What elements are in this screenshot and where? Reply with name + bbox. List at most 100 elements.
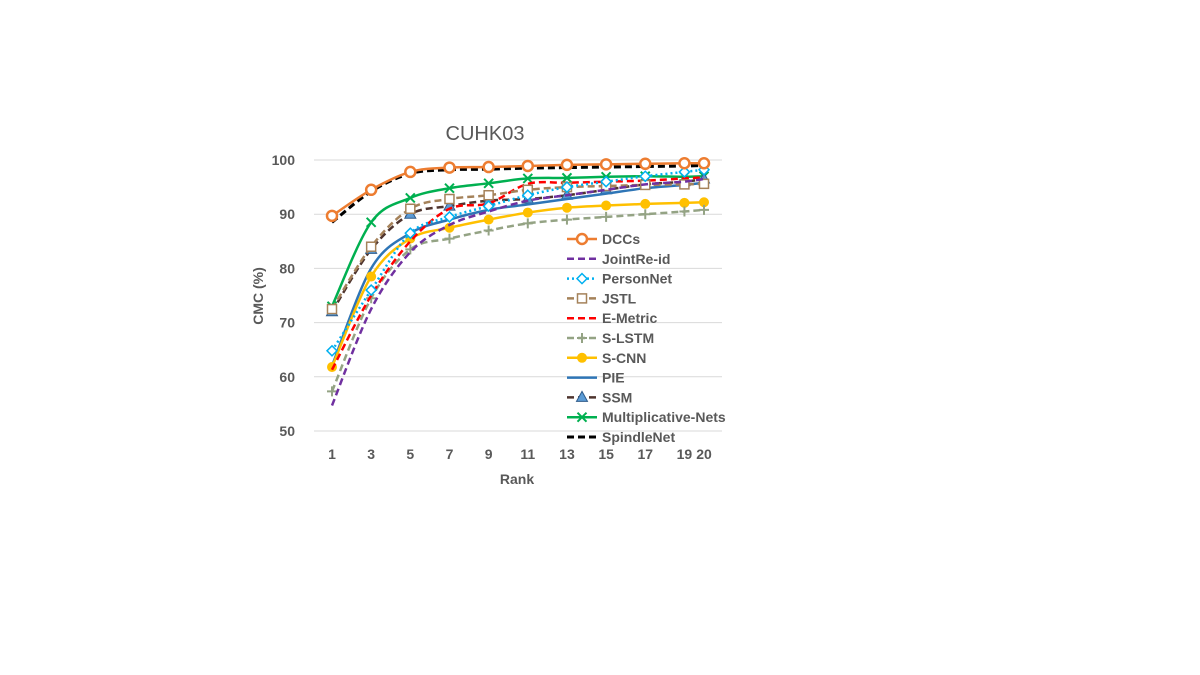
y-tick-label: 70 [279, 315, 295, 331]
legend-item-s-lstm: S-LSTM [567, 330, 654, 346]
series-line-e-metric [330, 176, 705, 371]
y-tick-label: 90 [279, 206, 295, 222]
data-point-dccs [678, 157, 691, 170]
x-tick-label: 13 [559, 446, 575, 462]
legend-marker [575, 232, 589, 246]
data-point-dccs [521, 159, 535, 173]
data-point-dccs [697, 157, 711, 170]
y-tick-label: 100 [272, 152, 296, 168]
data-point-multiplicative-nets [444, 182, 455, 194]
legend-label: SSM [602, 389, 632, 405]
legend-item-spindlenet: SpindleNet [567, 429, 675, 445]
data-point-personnet [560, 181, 574, 194]
legend-label: PIE [602, 370, 625, 386]
data-point-dccs [560, 158, 574, 172]
data-point-personnet [600, 175, 613, 188]
legend-label: S-CNN [602, 350, 646, 366]
legend-label: PersonNet [602, 271, 672, 287]
series-personnet [325, 163, 711, 357]
data-point-multiplicative-nets [365, 217, 377, 228]
data-point-jstl [326, 303, 338, 315]
series-s-lstm [327, 204, 709, 397]
data-point-personnet [639, 170, 652, 183]
legend-item-multiplicative-nets: Multiplicative-Nets [567, 409, 726, 425]
data-point-s-cnn [561, 202, 572, 213]
data-point-s-lstm [601, 211, 612, 222]
legend-label: JointRe-id [602, 251, 670, 267]
legend-item-ssm: SSM [567, 389, 632, 405]
data-point-jstl [698, 178, 710, 190]
legend-marker [577, 352, 587, 363]
legend-label: E-Metric [602, 310, 657, 326]
series-ssm [325, 171, 711, 317]
y-tick-label: 60 [279, 369, 295, 385]
data-point-dccs [443, 161, 456, 174]
x-tick-label: 1 [328, 446, 336, 462]
data-point-dccs [364, 183, 378, 197]
legend-marker [575, 272, 589, 285]
data-point-s-lstm [679, 206, 690, 217]
data-point-multiplicative-nets [405, 192, 416, 204]
x-tick-label: 20 [696, 446, 712, 462]
legend-marker [576, 411, 588, 423]
series-pie [330, 181, 705, 367]
series-lines [325, 157, 711, 406]
data-point-s-lstm [483, 225, 494, 236]
legend-marker [576, 293, 588, 304]
legend-label: Multiplicative-Nets [602, 409, 726, 425]
data-point-s-lstm [640, 209, 651, 220]
data-point-dccs [599, 158, 613, 171]
series-line-s-lstm [330, 208, 705, 392]
legend-label: JSTL [602, 290, 637, 306]
y-tick-label: 50 [279, 423, 295, 439]
legend-item-jstl: JSTL [567, 290, 637, 306]
data-point-s-cnn [601, 200, 612, 211]
data-point-s-lstm [699, 204, 709, 215]
data-point-s-cnn [640, 198, 651, 209]
data-point-multiplicative-nets [561, 172, 573, 184]
legend-item-e-metric: E-Metric [567, 310, 657, 326]
data-point-personnet [482, 200, 495, 213]
data-point-dccs [325, 209, 339, 223]
legend-label: DCCs [602, 231, 640, 247]
x-tick-label: 7 [446, 446, 454, 462]
x-axis-title: Rank [500, 471, 534, 487]
x-tick-label: 19 [677, 446, 693, 462]
data-point-jstl [483, 189, 494, 201]
data-point-jstl [365, 241, 377, 252]
series-line-jointre-id [330, 177, 705, 406]
legend-item-pie: PIE [567, 370, 625, 386]
x-tick-label: 3 [367, 446, 375, 462]
x-tick-label: 15 [598, 446, 614, 462]
data-point-jstl [405, 203, 416, 215]
series-dccs [325, 157, 711, 223]
data-point-s-lstm [561, 214, 572, 225]
series-e-metric [330, 176, 705, 371]
series-jointre-id [330, 177, 705, 406]
data-point-personnet [325, 344, 339, 357]
data-point-s-cnn [366, 271, 377, 282]
data-point-s-cnn [522, 207, 533, 218]
data-point-s-lstm [444, 233, 455, 244]
legend-label: SpindleNet [602, 429, 675, 445]
series-line-pie [330, 181, 705, 367]
legend-marker [577, 333, 587, 343]
data-point-s-cnn [444, 222, 455, 233]
data-point-multiplicative-nets [483, 178, 494, 189]
data-point-jstl [679, 179, 690, 190]
data-point-personnet [365, 284, 378, 297]
legend-marker [575, 390, 589, 402]
data-point-s-cnn [483, 214, 494, 225]
series-multiplicative-nets [326, 171, 710, 312]
x-tick-label: 17 [637, 446, 653, 462]
y-tick-label: 80 [279, 260, 295, 276]
legend-item-personnet: PersonNet [567, 271, 672, 287]
data-point-dccs [482, 160, 495, 174]
legend-item-s-cnn: S-CNN [567, 350, 646, 366]
y-axis-title: CMC (%) [250, 267, 266, 325]
chart-title: CUHK03 [446, 123, 525, 145]
x-tick-label: 9 [485, 446, 493, 462]
data-point-s-cnn [679, 197, 690, 208]
